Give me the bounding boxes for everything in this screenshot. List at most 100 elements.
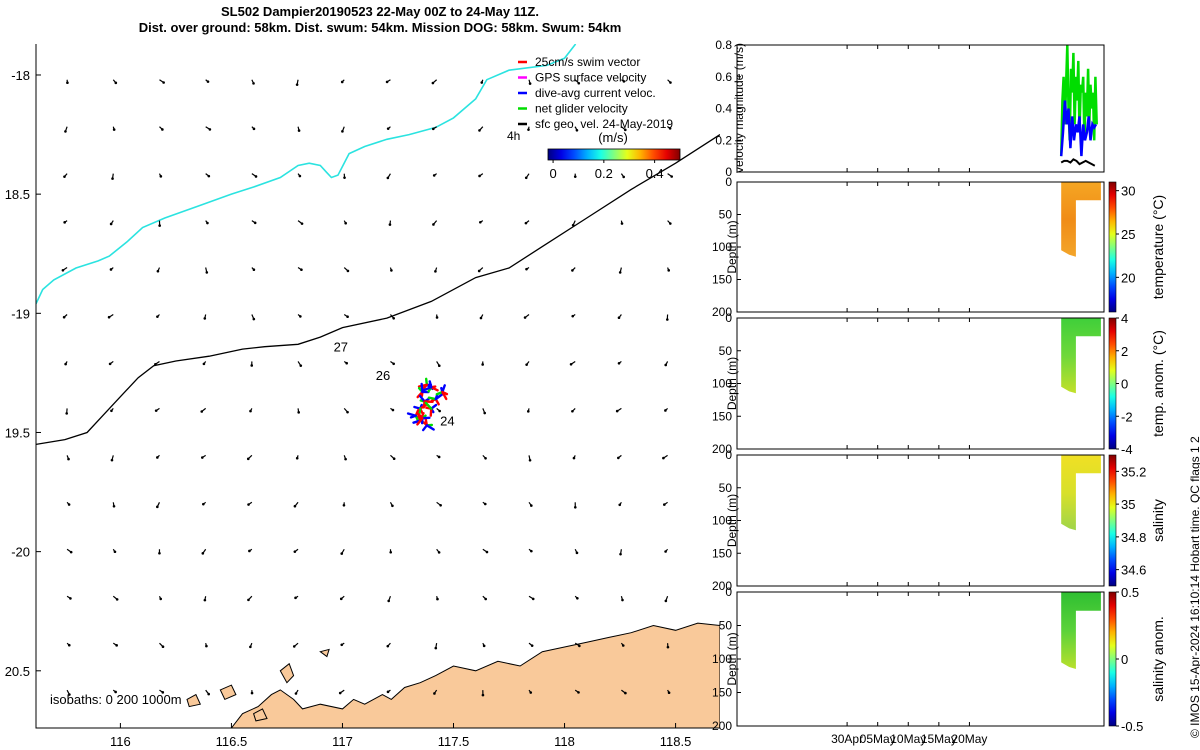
velocity-arrow-head	[295, 83, 299, 86]
velocity-arrow-head	[346, 269, 350, 273]
map-plot-area	[36, 44, 720, 728]
velocity-arrow-head	[300, 222, 304, 225]
panel-y-tick-label: 0	[725, 448, 732, 462]
velocity-arrow-head	[154, 409, 158, 412]
panel-5-frame	[736, 591, 1105, 727]
velocity-arrow-head	[61, 268, 65, 272]
velocity-arrow-head	[434, 270, 437, 273]
velocity-arrow-head	[387, 599, 391, 603]
velocity-arrow-head	[621, 598, 624, 602]
velocity-arrow-head	[208, 128, 212, 131]
velocity-arrow-head	[479, 316, 483, 320]
velocity-arrow-head	[162, 81, 165, 84]
panel-y-tick-label: 0	[725, 311, 732, 325]
velocity-arrow-head	[666, 318, 669, 321]
colorbar-tick-label: 0.5	[1121, 585, 1139, 600]
velocity-series-line	[1060, 158, 1096, 167]
colorbar-tick-label: 4	[1121, 311, 1128, 326]
velocity-arrow-head	[108, 362, 112, 366]
velocity-arrow-head	[67, 503, 71, 506]
velocity-arrow-head	[437, 455, 441, 459]
map-y-tick-label: -19	[11, 306, 30, 321]
velocity-arrow-head	[432, 223, 435, 226]
velocity-arrow-head	[481, 363, 484, 366]
isobath-1000m-line	[36, 134, 720, 446]
panel-y-tick-label: 0	[725, 585, 732, 599]
velocity-arrow-head	[63, 221, 66, 224]
panel-y-tick-label: 200	[712, 579, 732, 593]
velocity-arrow-head	[571, 269, 574, 272]
velocity-arrow-head	[247, 598, 250, 602]
velocity-arrow-head	[346, 315, 349, 318]
panel-1-frame	[736, 44, 1105, 173]
colorbar-tick-label: 35	[1121, 497, 1135, 512]
track-vector	[420, 382, 424, 394]
velocity-arrow-head	[667, 269, 671, 272]
velocity-arrow-head	[484, 597, 487, 601]
velocity-arrow-head	[341, 130, 344, 133]
velocity-arrow-head	[391, 504, 394, 508]
velocity-arrow-head	[297, 129, 301, 132]
velocity-arrow-head	[669, 81, 672, 84]
velocity-arrow-head	[385, 80, 389, 84]
velocity-arrow-head	[576, 596, 579, 600]
velocity-arrow-head	[110, 409, 113, 413]
velocity-arrow-head	[573, 175, 577, 178]
velocity-arrow-head	[483, 411, 487, 415]
velocity-arrow-head	[115, 644, 118, 647]
map-x-tick-label: 118.5	[660, 734, 692, 749]
velocity-arrow-head	[528, 458, 532, 462]
velocity-arrow-head	[161, 128, 164, 131]
velocity-arrow-head	[293, 504, 297, 508]
velocity-arrow-head	[577, 691, 580, 694]
track-vector	[424, 401, 433, 410]
velocity-arrow-head	[478, 129, 481, 132]
day-label: 26	[376, 368, 390, 383]
velocity-arrow-head	[530, 549, 533, 553]
velocity-arrow-head	[617, 316, 621, 319]
velocity-arrow-head	[299, 364, 303, 367]
map-y-tick-label: -18	[11, 68, 30, 83]
panel-2-frame	[736, 181, 1105, 313]
velocity-arrow-head	[248, 549, 251, 553]
track-vector	[434, 393, 444, 401]
velocity-arrow-head	[63, 175, 66, 178]
velocity-arrow-head	[250, 691, 254, 695]
velocity-arrow-head	[345, 361, 348, 365]
velocity-arrow-head	[66, 81, 69, 85]
velocity-arrow-head	[619, 552, 622, 556]
velocity-arrow-head	[530, 644, 534, 647]
profile-colorbar	[1108, 591, 1117, 727]
legend-4h-label: 4h	[507, 129, 520, 143]
time-axis-label: 20May	[951, 732, 987, 746]
velocity-arrow-head	[435, 316, 439, 319]
panel-depth-ylabel: Depth (m)	[725, 632, 739, 685]
isobaths-label: isobaths: 0 200 1000m	[50, 692, 182, 707]
velocity-arrow-head	[252, 268, 256, 272]
colorbar-tick-label: -0.5	[1121, 719, 1143, 734]
velocity-arrow-head	[617, 456, 620, 460]
profile-data-blob	[1061, 182, 1101, 257]
velocity-arrow-head	[431, 127, 435, 131]
velocity-arrow-head	[478, 174, 481, 178]
velocity-arrow-head	[524, 176, 528, 180]
velocity-arrow-head	[253, 221, 257, 225]
panel-1-y-tick-label: 0.8	[715, 38, 732, 52]
velocity-arrow-head	[436, 597, 439, 601]
velocity-arrow-head	[530, 504, 533, 507]
title-line-1: SL502 Dampier20190523 22-May 00Z to 24-M…	[221, 4, 539, 19]
velocity-arrow-head	[201, 456, 204, 459]
velocity-arrow-head	[485, 550, 489, 554]
velocity-arrow-head	[202, 502, 205, 506]
colorbar-label: salinity anom.	[1150, 616, 1166, 702]
sfc-velocity-arrows	[61, 79, 673, 697]
velocity-arrow-head	[531, 597, 535, 601]
velocity-arrow-head	[433, 692, 436, 695]
velocity-arrow-head	[390, 269, 393, 272]
track-vector	[425, 424, 435, 431]
velocity-arrow-head	[249, 645, 252, 649]
legend-label: sfc geo. vel. 24-May-2019	[535, 117, 673, 131]
colorbar-tick-label: 0	[1121, 652, 1128, 667]
velocity-arrow-head	[624, 128, 627, 132]
panel-y-tick-label: 50	[719, 208, 733, 222]
